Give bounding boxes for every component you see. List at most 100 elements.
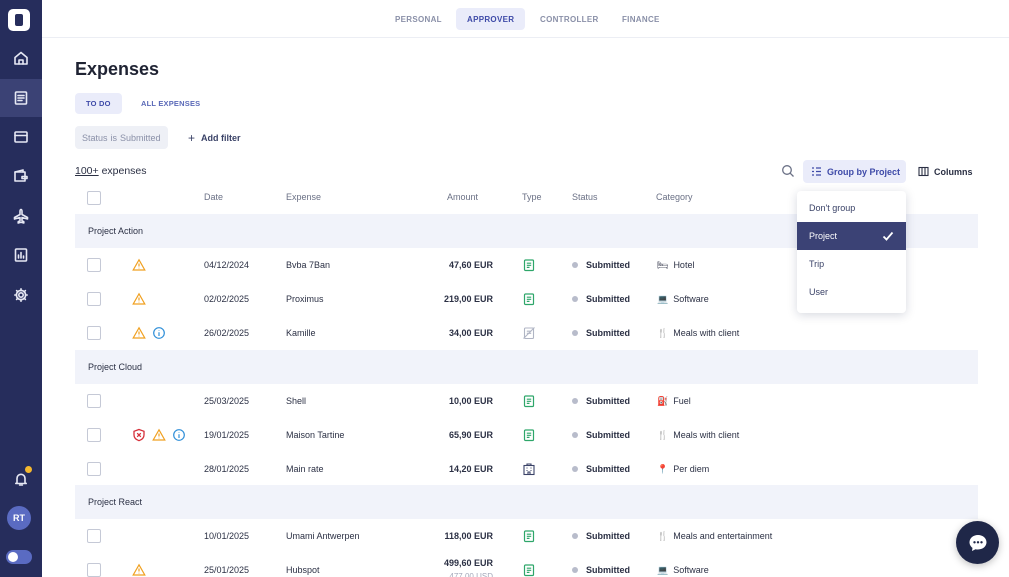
table-row[interactable]: 04/12/2024 Bvba 7Ban 47,60 EUR Submitted 🛏 Ho… [75,248,978,282]
expenses-icon [14,91,28,105]
expense-amount: 47,60 EUR [413,248,493,282]
building-icon [523,463,535,476]
table-row[interactable]: 28/01/2025 Main rate 14,20 EUR Submitted 📍 Pe… [75,452,978,486]
warning-icon [132,258,146,272]
card-icon [14,131,28,143]
sidebar-item-cards[interactable] [0,118,42,156]
category-icon: 📍 [657,463,669,474]
row-checkbox[interactable] [87,563,101,577]
expense-amount: 65,90 EUR [413,418,493,452]
row-checkbox[interactable] [87,292,101,306]
tab-all-expenses[interactable]: ALL EXPENSES [141,99,201,108]
status-badge: Submitted [572,316,630,350]
category-icon: 🛏 [657,259,669,270]
column-header-amount[interactable]: Amount [447,192,479,202]
expense-date: 02/02/2025 [204,294,250,304]
table-row[interactable]: 26/02/2025 Kamille 34,00 EUR Submitted 🍴 Meal… [75,316,978,350]
status-badge: Submitted [572,418,630,452]
expense-amount: 219,00 EUR [413,282,493,316]
tab-controller[interactable]: CONTROLLER [540,14,599,24]
dropdown-item-dont-group[interactable]: Don't group [809,203,856,213]
column-header-expense[interactable]: Expense [286,192,322,202]
row-checkbox[interactable] [87,258,101,272]
column-header-status[interactable]: Status [572,192,598,202]
sidebar-item-reports[interactable] [0,236,42,274]
amount-value: 219,00 EUR [443,294,493,304]
status-badge: Submitted [572,553,630,577]
group-row[interactable]: Project Cloud [75,350,978,384]
bell-icon [15,473,27,486]
expense-count-number[interactable]: 100+ [75,165,99,177]
columns-button[interactable]: Columns [918,160,973,183]
receipt-icon [523,259,535,272]
receipt-icon [523,530,535,543]
chat-button[interactable] [956,521,999,564]
avatar[interactable]: RT [7,506,31,530]
category-icon: 💻 [657,564,669,575]
column-header-date[interactable]: Date [204,192,224,202]
expense-category: 🍴 Meals with client [657,418,739,452]
receipt-icon [522,428,536,442]
warning-icon [132,292,146,306]
table-row[interactable]: 25/01/2025 Hubspot 499,60 EUR 477,00 USD Sub… [75,553,978,577]
row-checkbox[interactable] [87,428,101,442]
info-icon [173,429,185,441]
search-button[interactable] [781,164,795,183]
add-filter-label: Add filter [201,133,241,143]
column-header-type[interactable]: Type [522,192,542,202]
warning-icon [132,258,146,271]
expense-amount: 10,00 EUR [413,384,493,418]
columns-label: Columns [934,166,973,177]
category-label: Software [673,565,709,575]
add-filter-button[interactable]: + Add filter [188,131,241,145]
notifications-button[interactable] [0,460,42,498]
group-by-button[interactable]: Group by Project [803,160,906,183]
category-label: Software [673,294,709,304]
column-header-category[interactable]: Category [656,192,693,202]
dropdown-item-user[interactable]: User [809,287,829,297]
table-row[interactable]: 10/01/2025 Umami Antwerpen 118,00 EUR Submi… [75,519,978,553]
row-checkbox[interactable] [87,394,101,408]
table-row[interactable]: 02/02/2025 Proximus 219,00 EUR Submitted 💻 So… [75,282,978,316]
sidebar-item-wallet[interactable] [0,157,42,195]
row-checkbox[interactable] [87,529,101,543]
status-dot [572,466,578,472]
receipt-icon [522,563,536,577]
table-row[interactable]: 19/01/2025 Maison Tartine 65,90 EUR Submitt… [75,418,978,452]
receipt-icon [522,292,536,306]
sidebar-item-home[interactable] [0,39,42,77]
app-logo[interactable] [8,9,30,31]
expense-date: 28/01/2025 [204,464,250,474]
tab-approver[interactable]: APPROVER [456,8,526,30]
expense-amount: 14,20 EUR [413,452,493,486]
status-dot [572,567,578,573]
warning-icon [152,428,166,441]
select-all-checkbox[interactable] [87,191,101,205]
tab-to-do[interactable]: TO DO [75,93,122,114]
sidebar-toggle[interactable] [6,550,32,564]
filter-chip-status[interactable]: Status is Submitted [75,126,168,149]
table-row[interactable]: 25/03/2025 Shell 10,00 EUR Submitted ⛽ Fuel [75,384,978,418]
expense-name: Hubspot [286,565,320,575]
tab-personal[interactable]: PERSONAL [395,14,442,24]
tab-finance[interactable]: FINANCE [622,14,660,24]
sidebar-item-settings[interactable] [0,276,42,314]
status-badge: Submitted [572,452,630,486]
dropdown-item-project[interactable]: Project [797,222,906,250]
amount-value: 14,20 EUR [448,464,493,474]
amount-original-currency: 477,00 USD [449,572,493,577]
row-checkbox[interactable] [87,462,101,476]
dropdown-item-label: Project [809,231,838,241]
expense-category: 🍴 Meals and entertainment [657,519,772,553]
group-row[interactable]: Project React [75,485,978,519]
sidebar-item-trips[interactable] [0,197,42,235]
sidebar-item-expenses[interactable] [0,79,42,117]
expense-name: Maison Tartine [286,430,345,440]
dropdown-item-trip[interactable]: Trip [809,259,825,269]
info-icon [153,327,165,339]
row-checkbox[interactable] [87,326,101,340]
expense-count: 100+ expenses [75,165,147,177]
category-label: Meals with client [673,328,740,338]
expense-date: 25/03/2025 [204,396,250,406]
status-label: Submitted [586,531,630,541]
